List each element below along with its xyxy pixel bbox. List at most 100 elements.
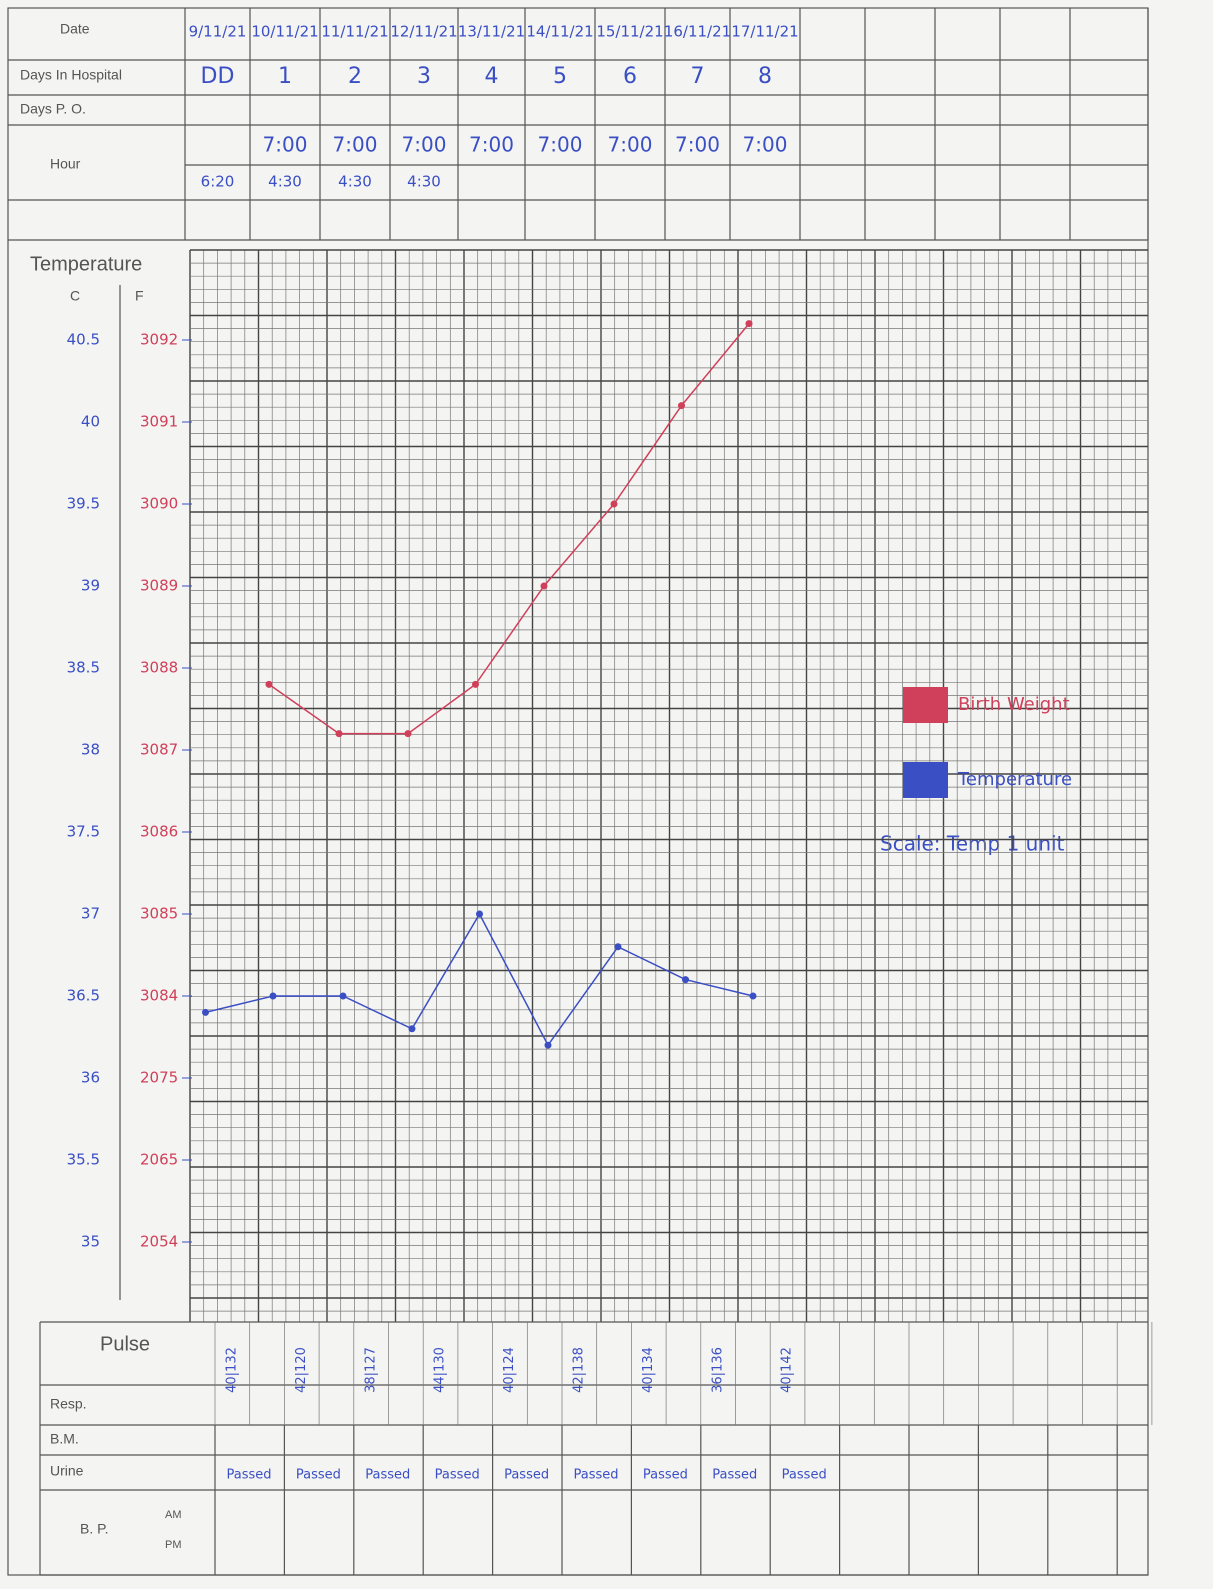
legend-label: Temperature [957,769,1072,790]
point [405,730,412,737]
date-cell: 14/11/21 [526,23,593,41]
c-tick-label: 37.5 [67,823,100,841]
c-tick-label: 36 [81,1069,100,1087]
f-tick-label: 3084 [140,987,178,1005]
point [476,911,483,918]
hour-am-cell: 7:00 [469,133,514,157]
pulse-cell: 40|142 [780,1347,795,1393]
urine-cell: Passed [782,1468,827,1483]
pulse-cell: 42|120 [294,1347,309,1393]
pulse-cell: 42|138 [572,1347,587,1393]
hour-am-cell: 7:00 [675,133,720,157]
bm-label: B.M. [50,1431,79,1447]
hour-am-cell: 7:00 [608,133,653,157]
point [615,943,622,950]
day-cell: 1 [278,64,292,89]
date-cell: 12/11/21 [390,23,457,41]
urine-cell: Passed [504,1468,549,1483]
c-tick-label: 38.5 [67,659,100,677]
f-tick-label: 3089 [140,577,178,595]
pulse-cell: 36|136 [710,1347,725,1393]
pm-label: PM [165,1539,182,1551]
c-tick-label: 40 [81,413,100,431]
pulse-cell: 44|130 [433,1347,448,1393]
urine-cell: Passed [365,1468,410,1483]
point [340,993,347,1000]
days-po-label: Days P. O. [20,101,86,117]
c-tick-label: 37 [81,905,100,923]
day-cell: 7 [691,64,705,89]
urine-cell: Passed [573,1468,618,1483]
hour-pm-cell: 6:20 [201,173,235,191]
f-tick-label: 3088 [140,659,178,677]
f-tick-label: 3091 [140,413,178,431]
c-label: C [70,288,80,304]
legend-swatch [903,687,948,723]
hour-pm-cell: 4:30 [407,173,441,191]
pulse-label: Pulse [100,1333,150,1355]
pulse-cell: 38|127 [363,1347,378,1393]
day-cell: 8 [758,64,772,89]
date-label: Date [60,21,90,37]
point [750,993,757,1000]
hour-am-cell: 7:00 [263,133,308,157]
day-cell: 6 [623,64,637,89]
urine-cell: Passed [712,1468,757,1483]
c-tick-label: 35.5 [67,1151,100,1169]
point [678,402,685,409]
urine-label: Urine [50,1463,84,1479]
days-label: Days In Hospital [20,67,122,83]
day-cell: DD [201,64,235,89]
date-cell: 15/11/21 [596,23,663,41]
pulse-cell: 40|134 [641,1347,656,1393]
date-cell: 11/11/21 [321,23,388,41]
hour-am-cell: 7:00 [402,133,447,157]
day-cell: 4 [485,64,499,89]
day-cell: 2 [348,64,362,89]
point [202,1009,209,1016]
point [336,730,343,737]
f-tick-label: 3086 [140,823,178,841]
point [266,681,273,688]
pulse-cell: 40|132 [225,1347,240,1393]
hour-label: Hour [50,156,81,172]
hour-am-cell: 7:00 [743,133,788,157]
point [746,320,753,327]
urine-cell: Passed [226,1468,271,1483]
point [682,976,689,983]
day-cell: 5 [553,64,567,89]
c-tick-label: 36.5 [67,987,100,1005]
date-cell: 16/11/21 [664,23,731,41]
hour-pm-cell: 4:30 [338,173,372,191]
date-cell: 17/11/21 [731,23,798,41]
chart-sheet: Date Days In Hospital Days P. O. Hour Te… [0,0,1213,1589]
c-tick-label: 39 [81,577,100,595]
f-tick-label: 3085 [140,905,178,923]
scale-note: Scale: Temp 1 unit [880,832,1065,856]
temperature-label: Temperature [30,253,142,275]
am-label: AM [165,1509,182,1521]
day-cell: 3 [417,64,431,89]
urine-cell: Passed [296,1468,341,1483]
f-tick-label: 3087 [140,741,178,759]
resp-label: Resp. [50,1396,87,1412]
paper [0,0,1213,1589]
f-tick-label: 2075 [140,1069,178,1087]
hour-am-cell: 7:00 [333,133,378,157]
point [409,1025,416,1032]
f-tick-label: 3092 [140,331,178,349]
point [545,1042,552,1049]
c-tick-label: 38 [81,741,100,759]
pulse-cell: 40|124 [502,1347,517,1393]
hour-am-cell: 7:00 [538,133,583,157]
date-cell: 13/11/21 [458,23,525,41]
date-cell: 9/11/21 [189,23,247,41]
urine-cell: Passed [435,1468,480,1483]
c-tick-label: 40.5 [67,331,100,349]
f-label: F [135,288,144,304]
urine-cell: Passed [643,1468,688,1483]
hour-pm-cell: 4:30 [268,173,302,191]
c-tick-label: 39.5 [67,495,100,513]
c-tick-label: 35 [81,1233,100,1251]
point [270,993,277,1000]
